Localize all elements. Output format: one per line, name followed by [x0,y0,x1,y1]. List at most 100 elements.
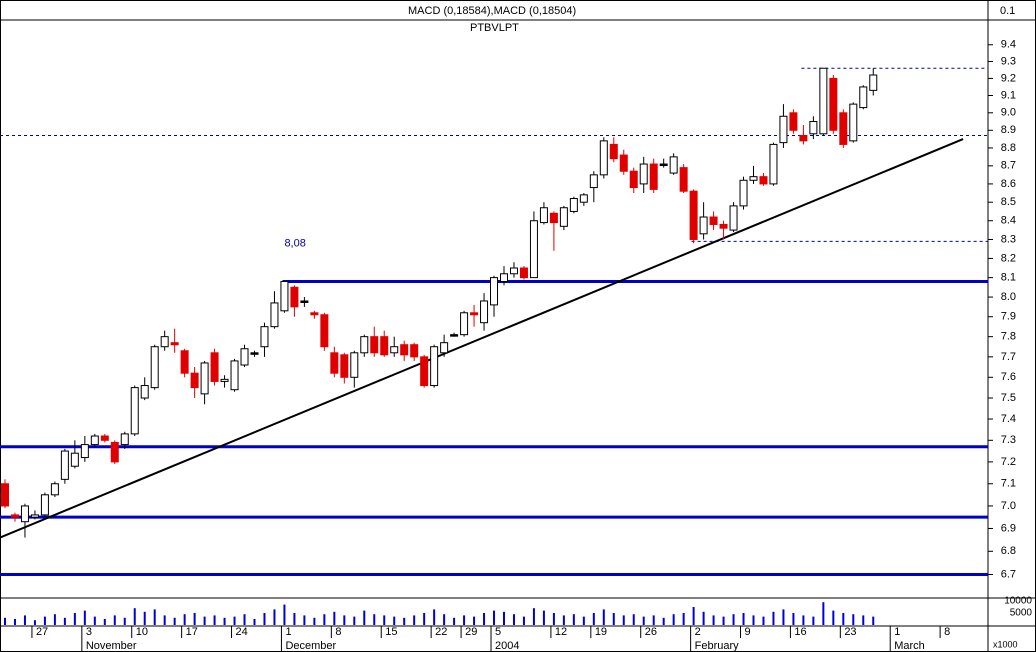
y-tick-label: 7.9 [1001,311,1016,323]
month-label: December [285,640,336,652]
candle-body [529,220,538,279]
y-tick-label: 9.0 [1001,107,1016,119]
candle-body [500,273,508,282]
candle-body [639,163,648,185]
y-tick-label: 7.5 [1001,392,1016,404]
candle-body [1,483,9,507]
month-label: March [894,640,925,652]
candle-body [470,312,479,316]
y-tick-label: 8.2 [1001,252,1016,264]
x-tick-label: 8 [335,626,341,638]
y-tick-label: 9.2 [1001,72,1016,84]
candle-body [20,505,29,523]
volume-tick-label: 5000 [1010,608,1033,619]
candle-body [350,352,359,378]
candle-body [330,352,339,374]
candle-body [240,348,249,366]
y-tick-label: 7.7 [1001,351,1016,363]
candle-body [280,280,289,312]
x-tick-label: 16 [794,626,806,638]
candle-body [659,163,668,167]
symbol-label: PTBVLPT [470,22,519,34]
x-tick-label: 27 [36,626,48,638]
candle-body [180,350,189,374]
x-tick-label: 23 [844,626,856,638]
candle-body [839,112,848,145]
candle-body [140,385,149,399]
candle-body [689,190,698,240]
x-tick-label: 2 [695,626,701,638]
candle-body [869,74,878,91]
x-tick-label: 26 [645,626,657,638]
x-tick-label: 15 [385,626,397,638]
candle-body [679,167,688,192]
y-tick-label: 7.0 [1001,500,1016,512]
candle-body [699,216,708,235]
candle-body [30,514,39,518]
macd-label: MACD (0,18584),MACD (0,18504) [408,5,576,17]
x-tick-label: 1 [894,626,900,638]
candle-body [40,494,49,516]
volume-unit: x1000 [993,639,1018,649]
candle-body [749,176,758,181]
y-tick-label: 8.1 [1001,272,1016,284]
y-tick-label: 7.3 [1001,434,1016,446]
candle-body [420,356,429,387]
candle-body [589,174,598,189]
y-tick-label: 7.6 [1001,371,1016,383]
candle-body [519,267,528,279]
candle-body [450,334,459,337]
y-tick-label: 8.9 [1001,124,1016,136]
candle-body [789,112,798,131]
candle-body [210,352,219,382]
candle-body [769,143,778,185]
candle-body [410,344,419,358]
candle-body [579,194,588,203]
candle-body [260,326,269,348]
candle-body [729,205,738,231]
month-label: February [695,640,740,652]
candle-body [430,346,439,387]
y-tick-label: 6.8 [1001,545,1016,557]
candle-body [649,163,658,190]
candle-body [250,352,259,355]
candle-body [230,360,239,391]
y-tick-label: 7.1 [1001,478,1016,490]
candle-body [130,387,139,435]
candle-body [80,444,89,459]
candle-body [539,207,548,224]
candle-body [120,433,129,446]
candle-body [480,300,489,324]
candle-body [390,346,399,354]
candle-body [849,103,858,142]
y-tick-label: 8.8 [1001,142,1016,154]
candle-body [569,198,578,212]
x-tick-label: 3 [86,626,92,638]
candle-body [10,514,19,518]
x-tick-label: 19 [595,626,607,638]
y-tick-label: 8.4 [1001,215,1016,227]
volume-tick-label: 10000 [1004,596,1032,607]
candle-body [460,312,469,336]
candle-body [290,286,299,308]
candle-body [829,77,838,131]
candle-body [719,223,728,229]
y-tick-label: 6.9 [1001,522,1016,534]
x-tick-label: 9 [745,626,751,638]
candle-body [859,86,868,109]
candle-body [170,342,179,346]
candle-body [599,140,608,176]
candle-body [549,212,558,224]
annotation: 8,08 [284,237,305,249]
y-tick-label: 9.1 [1001,89,1016,101]
candle-body [779,115,788,144]
y-tick-label: 8.7 [1001,160,1016,172]
candle-body [270,302,279,328]
candle-body [629,170,638,189]
candle-body [490,277,499,306]
y-tick-label: 9.4 [1001,39,1016,51]
candle-body [609,143,618,160]
candle-body [220,378,229,382]
candle-body [60,450,69,480]
